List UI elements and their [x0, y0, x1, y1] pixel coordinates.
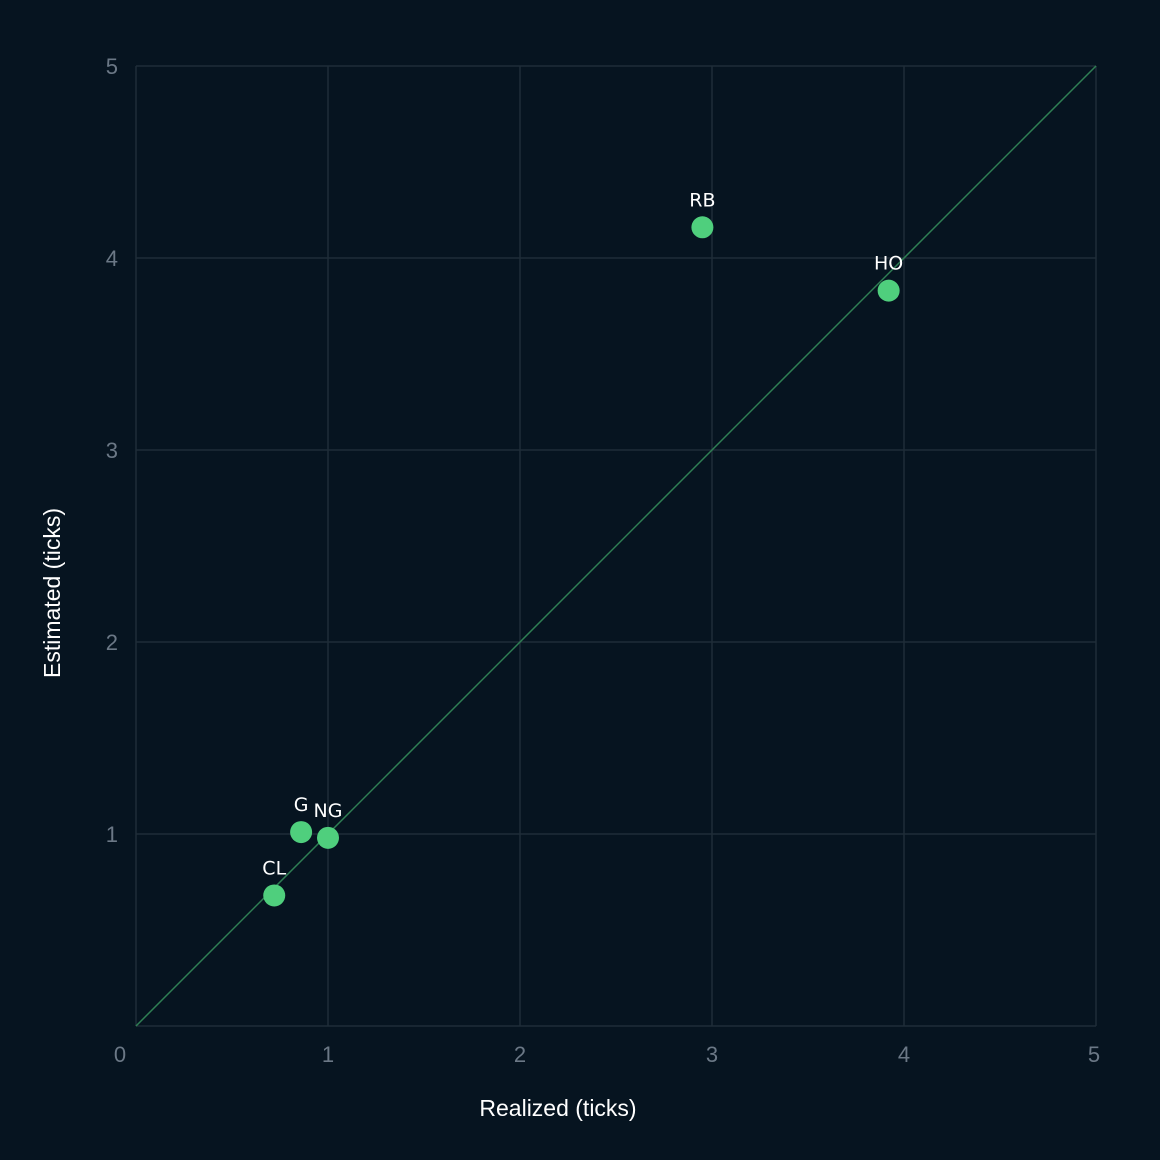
- x-tick-label: 0: [114, 1042, 126, 1067]
- data-point-label-ng: NG: [314, 800, 343, 822]
- y-tick-label: 4: [106, 246, 118, 271]
- x-tick-label: 4: [898, 1042, 910, 1067]
- data-point-cl: [263, 884, 286, 907]
- x-axis-ticks: 0 1 2 3 4 5: [114, 1042, 1100, 1067]
- reference-line-y-equals-x: [135, 65, 1097, 1027]
- y-tick-label: 2: [106, 630, 118, 655]
- x-tick-label: 5: [1088, 1042, 1100, 1067]
- data-point-ho: [877, 279, 900, 302]
- y-tick-label: 3: [106, 438, 118, 463]
- data-point-label-rb: RB: [689, 189, 715, 211]
- data-point-ng: [317, 826, 339, 849]
- y-tick-label: 1: [106, 822, 118, 847]
- data-point-label-ho: HO: [874, 253, 903, 275]
- x-tick-label: 3: [706, 1042, 718, 1067]
- data-point-label-g: G: [294, 794, 309, 816]
- x-tick-label: 1: [322, 1042, 334, 1067]
- y-axis-ticks: 1 2 3 4 5: [106, 54, 118, 847]
- x-tick-label: 2: [514, 1042, 526, 1067]
- y-tick-label: 5: [106, 54, 118, 79]
- data-points: [263, 216, 900, 907]
- data-point-label-cl: CL: [262, 857, 286, 879]
- grid: [135, 65, 1097, 1027]
- y-axis-title: Estimated (ticks): [39, 508, 65, 678]
- x-axis-title: Realized (ticks): [479, 1095, 636, 1121]
- data-point-rb: [691, 216, 714, 239]
- data-point-g: [290, 821, 313, 844]
- data-point-labels: RB HO G NG CL: [262, 189, 903, 879]
